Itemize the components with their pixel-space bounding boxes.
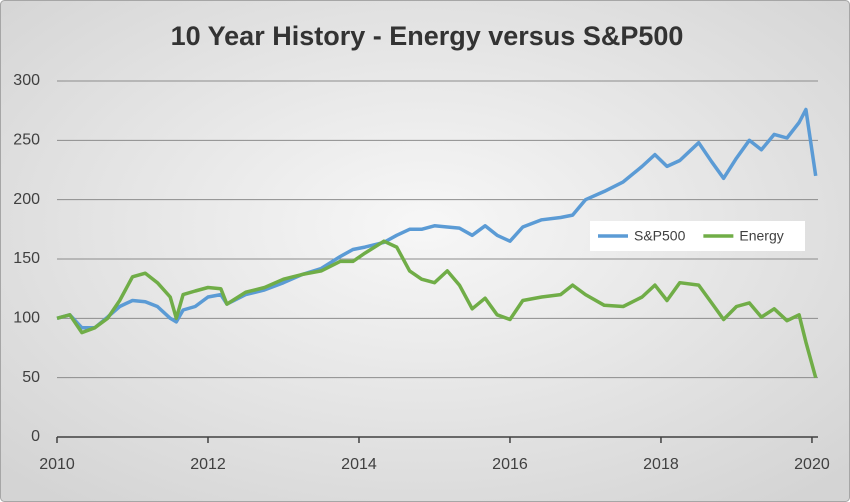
- legend-label: Energy: [739, 228, 783, 244]
- x-tick-label: 2018: [643, 456, 679, 473]
- y-tick-label: 300: [13, 72, 40, 89]
- x-tick-label: 2020: [794, 456, 830, 473]
- chart-title: 10 Year History - Energy versus S&P500: [171, 21, 684, 51]
- series-line: [56, 107, 818, 330]
- x-tick-label: 2010: [39, 456, 75, 473]
- y-tick-label: 100: [13, 310, 40, 327]
- y-tick-label: 200: [13, 191, 40, 208]
- y-tick-label: 250: [13, 132, 40, 149]
- x-tick-label: 2012: [190, 456, 226, 473]
- x-tick-label: 2016: [492, 456, 528, 473]
- legend-label: S&P500: [634, 228, 686, 244]
- y-tick-label: 50: [22, 369, 40, 386]
- y-tick-label: 0: [31, 428, 40, 445]
- y-tick-label: 150: [13, 250, 40, 267]
- series-line: [56, 239, 818, 379]
- x-tick-label: 2014: [341, 456, 377, 473]
